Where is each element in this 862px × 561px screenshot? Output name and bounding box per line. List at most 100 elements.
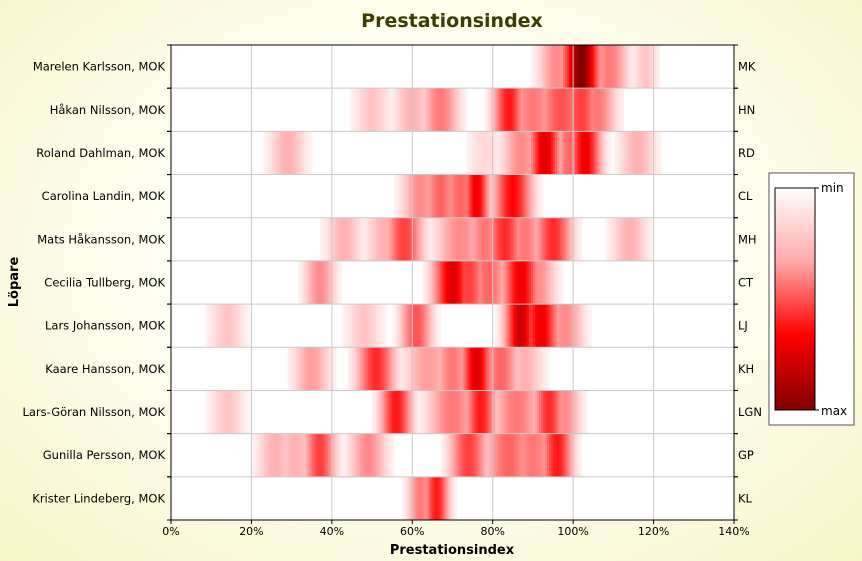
y-axis-title: Löpare — [7, 257, 22, 308]
heatmap-cell — [428, 347, 431, 391]
heatmap-cell — [358, 217, 361, 261]
heatmap-cell — [299, 260, 303, 305]
heatmap-cell — [404, 476, 407, 520]
heatmap-cell — [394, 88, 397, 132]
heatmap-cell — [349, 347, 353, 391]
heatmap-cell — [530, 45, 534, 89]
heatmap-cell — [629, 131, 633, 175]
heatmap-cell — [514, 88, 518, 132]
heatmap-cell — [579, 304, 582, 348]
heatmap-cell — [392, 88, 395, 132]
heatmap-cell — [506, 347, 510, 391]
heatmap-cell — [374, 217, 377, 261]
heatmap-cell — [360, 217, 363, 261]
heatmap-cell — [544, 347, 548, 391]
heatmap-cell — [416, 217, 419, 261]
heatmap-cell — [551, 304, 554, 348]
heatmap-cell — [378, 217, 381, 261]
heatmap-cell — [474, 174, 478, 218]
heatmap-cell — [396, 347, 399, 391]
heatmap-cell — [366, 304, 369, 348]
heatmap-cell — [444, 433, 448, 477]
heatmap-cell — [289, 347, 293, 391]
runner-name-label: Krister Lindeberg, MOK — [32, 491, 165, 505]
heatmap-cell — [400, 217, 403, 261]
heatmap-cell — [518, 433, 522, 477]
heatmap-cell — [452, 476, 456, 520]
heatmap-cell — [456, 347, 460, 391]
heatmap-cell — [416, 390, 419, 434]
heatmap-cell — [470, 260, 474, 305]
heatmap-cell — [526, 304, 530, 348]
heatmap-cell — [532, 304, 536, 348]
heatmap-cell — [498, 217, 502, 261]
heatmap-cell — [307, 131, 311, 175]
heatmap-cell — [597, 45, 600, 89]
heatmap-cell — [530, 174, 534, 218]
heatmap-cell — [494, 174, 498, 218]
heatmap-cell — [540, 217, 544, 261]
heatmap-cell — [442, 174, 446, 218]
heatmap-cell — [651, 217, 655, 261]
heatmap-cell — [221, 390, 224, 434]
heatmap-cell — [215, 304, 218, 348]
heatmap-cell — [464, 433, 468, 477]
heatmap-cell — [388, 217, 391, 261]
heatmap-cell — [496, 88, 500, 132]
heatmap-cell — [504, 174, 508, 218]
heatmap-cell — [536, 45, 540, 89]
heatmap-cell — [353, 217, 357, 261]
heatmap-cell — [583, 304, 586, 348]
heatmap-cell — [263, 131, 267, 175]
heatmap-cell — [530, 131, 534, 175]
heatmap-cell — [351, 217, 355, 261]
heatmap-cell — [631, 131, 635, 175]
heatmap-cell — [398, 217, 401, 261]
heatmap-cell — [368, 433, 371, 477]
heatmap-cell — [424, 476, 427, 520]
heatmap-cell — [508, 88, 512, 132]
heatmap-cell — [536, 131, 540, 175]
heatmap-cell — [364, 304, 367, 348]
heatmap-cell — [392, 304, 395, 348]
heatmap-cell — [460, 88, 464, 132]
heatmap-cell — [516, 347, 520, 391]
heatmap-cell — [474, 131, 478, 175]
heatmap-cell — [563, 304, 566, 348]
heatmap-cell — [442, 390, 446, 434]
heatmap-cell — [305, 433, 309, 477]
heatmap-cell — [464, 260, 468, 305]
heatmap-cell — [569, 131, 572, 175]
heatmap-cell — [611, 88, 614, 132]
heatmap-cell — [555, 217, 558, 261]
heatmap-cell — [587, 45, 590, 89]
runner-name-label: Lars Johansson, MOK — [45, 319, 165, 333]
heatmap-cell — [317, 260, 321, 305]
runner-name-label: Mats Håkansson, MOK — [37, 232, 165, 246]
heatmap-cell — [472, 433, 476, 477]
heatmap-cell — [518, 88, 522, 132]
heatmap-cell — [297, 131, 301, 175]
heatmap-cell — [482, 433, 486, 477]
heatmap-cell — [635, 217, 639, 261]
heatmap-cell — [538, 131, 542, 175]
heatmap-cell — [510, 390, 514, 434]
heatmap-cell — [488, 88, 492, 132]
heatmap-cell — [583, 45, 586, 89]
heatmap-cell — [299, 347, 303, 391]
heatmap-cell — [426, 260, 429, 305]
heatmap-cell — [559, 433, 562, 477]
heatmap-cell — [341, 433, 345, 477]
heatmap-cell — [591, 131, 594, 175]
heatmap-cell — [331, 347, 335, 391]
heatmap-cell — [412, 304, 415, 348]
heatmap-cell — [368, 304, 371, 348]
heatmap-cell — [542, 131, 546, 175]
heatmap-cell — [504, 347, 508, 391]
heatmap-cell — [408, 304, 411, 348]
heatmap-cell — [472, 131, 476, 175]
heatmap-cell — [490, 347, 494, 391]
heatmap-cell — [219, 304, 222, 348]
heatmap-cell — [549, 390, 552, 434]
heatmap-cell — [587, 304, 590, 348]
